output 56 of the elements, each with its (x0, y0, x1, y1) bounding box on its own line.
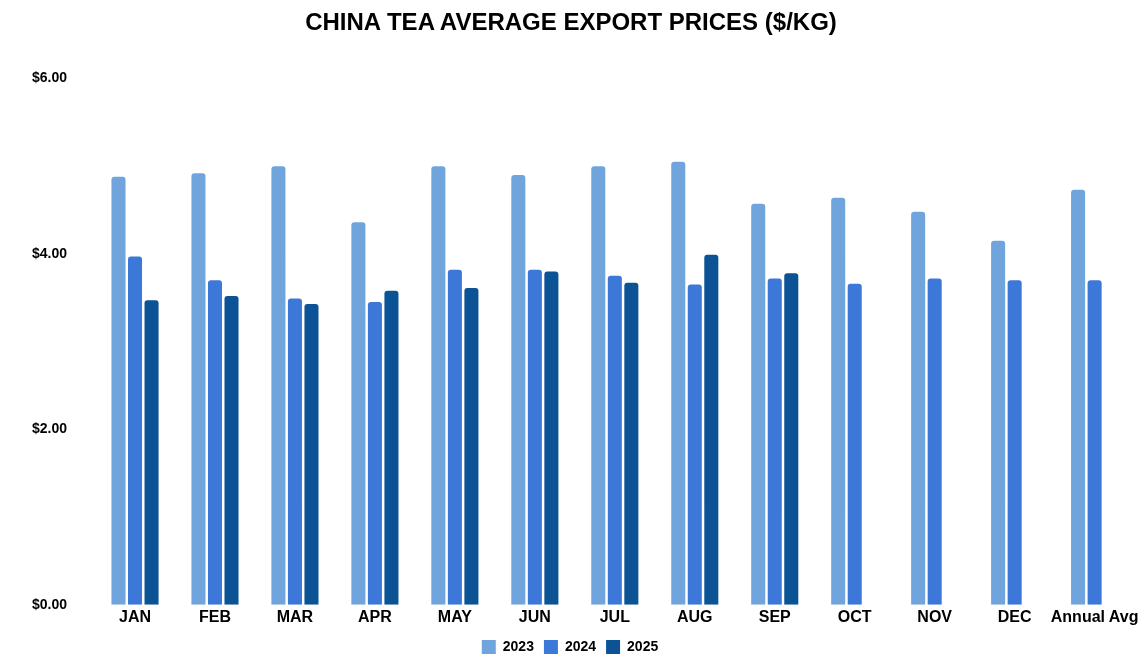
bar (704, 254, 719, 605)
legend-label: 2024 (564, 637, 597, 654)
bar (224, 295, 239, 605)
bar (287, 298, 302, 605)
bar (111, 176, 126, 605)
bar (1071, 189, 1086, 605)
bar (671, 161, 686, 605)
bar (144, 300, 159, 605)
bar (207, 280, 223, 605)
chart-title: CHINA TEA AVERAGE EXPORT PRICES ($/KG) (304, 8, 838, 37)
x-tick-label: APR (358, 607, 393, 625)
legend-label: 2025 (627, 637, 659, 654)
x-tick-label: AUG (677, 607, 713, 625)
bar (271, 166, 286, 605)
x-tick-label: MAY (437, 607, 473, 625)
bar (127, 256, 143, 605)
bar (367, 302, 382, 605)
bar (911, 211, 926, 605)
y-tick-label: $2.00 (31, 420, 68, 437)
x-tick-label: JAN (119, 607, 152, 625)
bar (527, 269, 542, 605)
bar (191, 173, 206, 605)
x-tick-label: SEP (758, 607, 792, 625)
bar (767, 278, 782, 605)
bar (384, 290, 399, 605)
bar (927, 278, 942, 605)
y-tick-label: $4.00 (31, 244, 68, 261)
x-tick-label: DEC (997, 607, 1032, 625)
bar (831, 197, 846, 605)
bar (751, 203, 766, 605)
bar (607, 275, 622, 605)
bar (1087, 280, 1102, 605)
y-tick-label: $0.00 (31, 595, 68, 612)
bar (544, 271, 559, 605)
y-tick-label: $6.00 (31, 69, 68, 86)
x-tick-label: NOV (917, 607, 953, 625)
bar (591, 166, 606, 605)
bar (624, 282, 639, 605)
x-tick-label: JUN (518, 607, 551, 625)
bar (447, 269, 462, 605)
bar (1007, 280, 1022, 605)
x-tick-label: FEB (198, 607, 231, 625)
x-tick-label: Annual Avg (1050, 607, 1139, 625)
bar (431, 166, 446, 605)
legend-label: 2023 (502, 637, 535, 654)
x-tick-label: MAR (276, 607, 314, 625)
x-tick-label: OCT (837, 607, 872, 625)
bar (847, 283, 862, 605)
x-tick-label: JUL (599, 607, 631, 625)
bar (464, 288, 479, 605)
bar (784, 273, 799, 605)
bar (304, 303, 319, 605)
bar (687, 284, 702, 605)
bar (351, 222, 366, 605)
bar (511, 174, 526, 605)
bar (991, 240, 1006, 605)
